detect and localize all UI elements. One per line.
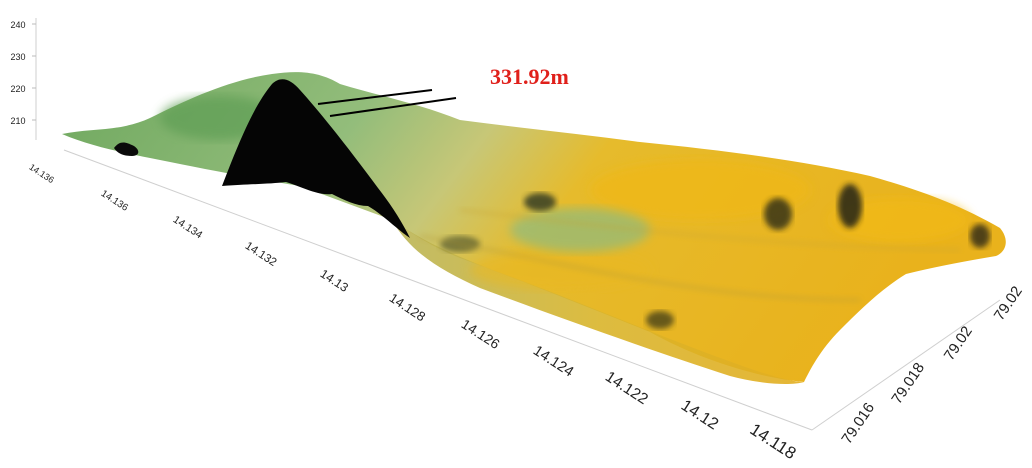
terrain-highlight-3 xyxy=(470,250,650,290)
x-tick-label: 14.12 xyxy=(678,396,722,433)
y-tick-label: 79.02 xyxy=(941,323,976,364)
y-tick-label: 79.016 xyxy=(838,400,878,448)
measurement-line-bottom xyxy=(329,97,457,117)
terrain-highlight-2 xyxy=(830,198,970,242)
x-tick-label: 14.124 xyxy=(530,343,576,381)
x-axis-line xyxy=(63,149,813,431)
y-tick-label: 79.02 xyxy=(991,283,1026,324)
terrain-ridge-2 xyxy=(459,208,961,252)
terrain-peak-shadow xyxy=(222,79,410,238)
terrain-shadow-1 xyxy=(524,193,556,211)
x-tick-label: 14.13 xyxy=(318,266,351,294)
terrain-ridge-1 xyxy=(419,234,861,302)
terrain-surface xyxy=(62,72,1006,384)
terrain-left-dip xyxy=(114,142,139,156)
x-tick-label: 14.128 xyxy=(387,290,429,324)
y-tick-label: 79.018 xyxy=(888,360,928,408)
z-tick-label: 220 xyxy=(10,84,25,94)
z-tick-label: 240 xyxy=(10,20,25,30)
x-tick-label: 14.134 xyxy=(171,214,205,242)
x-tick-label: 14.136 xyxy=(99,188,131,214)
y-axis-line xyxy=(811,299,1001,431)
x-tick-label: 14.136 xyxy=(27,162,56,185)
x-tick-label: 14.126 xyxy=(459,316,503,352)
measurement-line-top xyxy=(317,89,433,105)
x-tick-label: 14.122 xyxy=(602,368,651,408)
terrain-shadow-3 xyxy=(838,184,862,228)
x-tick-label: 14.132 xyxy=(243,240,279,269)
x-tick-label: 14.118 xyxy=(747,420,800,464)
terrain-shadow-2 xyxy=(764,198,792,230)
terrain-shadow-5 xyxy=(970,224,990,248)
z-axis-ticks: 240 230 220 210 xyxy=(10,20,36,126)
distance-annotation: 331.92m xyxy=(490,64,569,89)
terrain-highlight-1 xyxy=(590,160,810,220)
measurement-lines xyxy=(317,89,457,117)
z-tick-label: 230 xyxy=(10,52,25,62)
terrain-shadow-4 xyxy=(646,311,674,329)
z-tick-label: 210 xyxy=(10,116,25,126)
